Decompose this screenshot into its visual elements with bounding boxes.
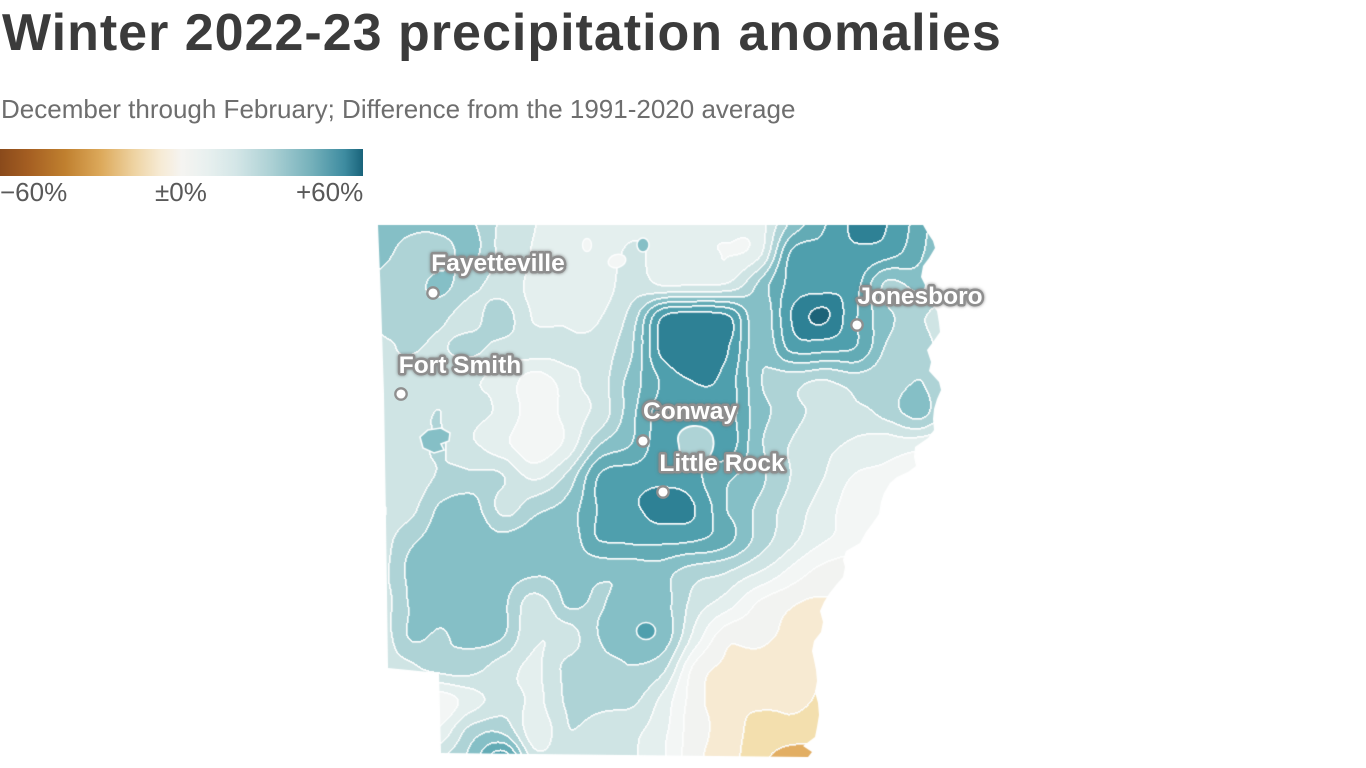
svg-text:Little Rock: Little Rock — [659, 450, 785, 477]
svg-text:Jonesboro: Jonesboro — [857, 283, 982, 310]
svg-text:Conway: Conway — [643, 398, 737, 425]
svg-text:Fort Smith: Fort Smith — [399, 352, 522, 379]
svg-text:Fayetteville: Fayetteville — [431, 250, 564, 277]
